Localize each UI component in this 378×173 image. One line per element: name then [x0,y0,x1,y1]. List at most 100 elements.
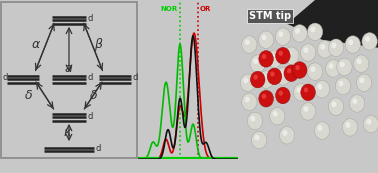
Circle shape [287,51,292,56]
Text: d: d [3,74,8,83]
Polygon shape [287,0,378,48]
Circle shape [275,68,291,85]
Circle shape [259,90,273,107]
Bar [2,2,136,158]
Circle shape [318,125,322,131]
Circle shape [363,115,378,133]
Circle shape [353,55,369,72]
Circle shape [296,87,302,93]
Circle shape [335,77,351,95]
Circle shape [253,75,258,80]
Circle shape [349,95,365,112]
Circle shape [356,58,362,64]
Circle shape [310,27,316,32]
Text: d: d [88,112,93,121]
Circle shape [270,54,275,59]
Circle shape [270,71,275,77]
Circle shape [253,58,258,64]
Text: δ: δ [25,89,33,102]
Circle shape [278,31,284,37]
Circle shape [247,112,263,130]
Circle shape [251,131,267,149]
Circle shape [254,135,260,140]
Text: d: d [88,14,93,23]
Circle shape [262,74,266,80]
Circle shape [304,106,308,112]
Circle shape [262,93,266,99]
Circle shape [301,44,316,61]
Circle shape [366,119,372,125]
Circle shape [304,87,308,93]
Circle shape [273,111,278,117]
Circle shape [293,84,309,101]
Circle shape [342,119,358,136]
Circle shape [259,31,274,49]
Circle shape [262,35,266,40]
Circle shape [279,126,295,144]
Circle shape [279,51,283,56]
Circle shape [267,68,282,85]
Circle shape [259,51,273,67]
Circle shape [267,50,282,68]
Circle shape [345,122,350,128]
Circle shape [348,39,353,45]
Text: δ: δ [90,89,97,102]
Circle shape [325,60,341,77]
Text: κ: κ [64,126,71,139]
Text: d: d [88,74,93,83]
Circle shape [345,36,361,53]
Text: α: α [32,38,40,51]
Circle shape [242,93,257,111]
Circle shape [328,98,344,115]
Circle shape [262,54,266,59]
Circle shape [317,41,333,58]
Text: OR: OR [200,6,211,12]
Circle shape [243,78,248,83]
Circle shape [365,36,370,42]
Circle shape [293,62,307,78]
Circle shape [270,107,285,125]
Circle shape [251,71,265,88]
Circle shape [314,80,330,98]
Circle shape [307,63,323,80]
Circle shape [250,55,265,72]
Text: a: a [65,62,73,75]
Circle shape [275,28,291,45]
Circle shape [245,39,250,45]
Circle shape [338,81,344,86]
Text: d: d [132,74,138,83]
Circle shape [245,97,250,102]
Circle shape [314,122,330,139]
Circle shape [278,71,284,77]
Circle shape [259,90,274,107]
Circle shape [242,36,257,53]
Circle shape [320,44,325,50]
Circle shape [352,98,358,104]
Circle shape [337,58,352,76]
Circle shape [356,74,372,92]
Circle shape [310,66,316,72]
Circle shape [362,33,377,50]
Circle shape [240,74,256,92]
Circle shape [284,47,299,65]
Circle shape [262,94,266,99]
Circle shape [328,63,334,69]
Circle shape [282,130,288,136]
Text: d: d [95,144,101,153]
Circle shape [328,39,344,57]
Circle shape [301,84,315,101]
Text: β: β [94,38,102,51]
Circle shape [292,25,307,42]
Text: STM tip: STM tip [249,11,291,21]
Circle shape [307,23,323,41]
Circle shape [259,71,274,88]
Circle shape [295,28,300,34]
Circle shape [284,65,299,81]
Circle shape [287,68,291,73]
Circle shape [332,101,336,107]
Circle shape [340,62,345,67]
Circle shape [279,90,283,96]
Circle shape [276,87,290,104]
Circle shape [332,43,336,48]
Circle shape [359,78,364,83]
